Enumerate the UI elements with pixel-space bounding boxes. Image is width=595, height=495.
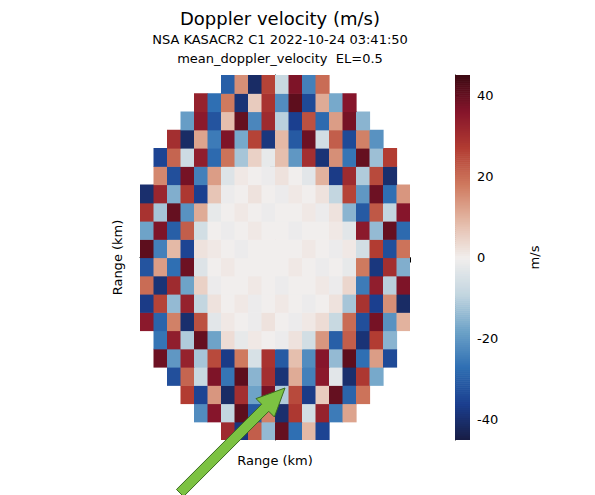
svg-text:m/s: m/s: [527, 245, 542, 269]
svg-text:40: 40: [477, 88, 494, 103]
svg-text:Range (km): Range (km): [110, 220, 125, 296]
svg-text:mean_doppler_velocity EL=0.5: mean_doppler_velocity EL=0.5: [177, 51, 383, 66]
svg-text:0: 0: [477, 250, 485, 265]
svg-text:20: 20: [477, 169, 494, 184]
svg-text:-20: -20: [477, 331, 498, 346]
svg-text:-40: -40: [477, 412, 498, 427]
svg-text:Doppler velocity (m/s): Doppler velocity (m/s): [180, 8, 380, 29]
svg-text:NSA KASACR2 C1 2022-10-24 03:4: NSA KASACR2 C1 2022-10-24 03:41:50: [152, 32, 408, 47]
svg-text:Range (km): Range (km): [237, 453, 313, 468]
